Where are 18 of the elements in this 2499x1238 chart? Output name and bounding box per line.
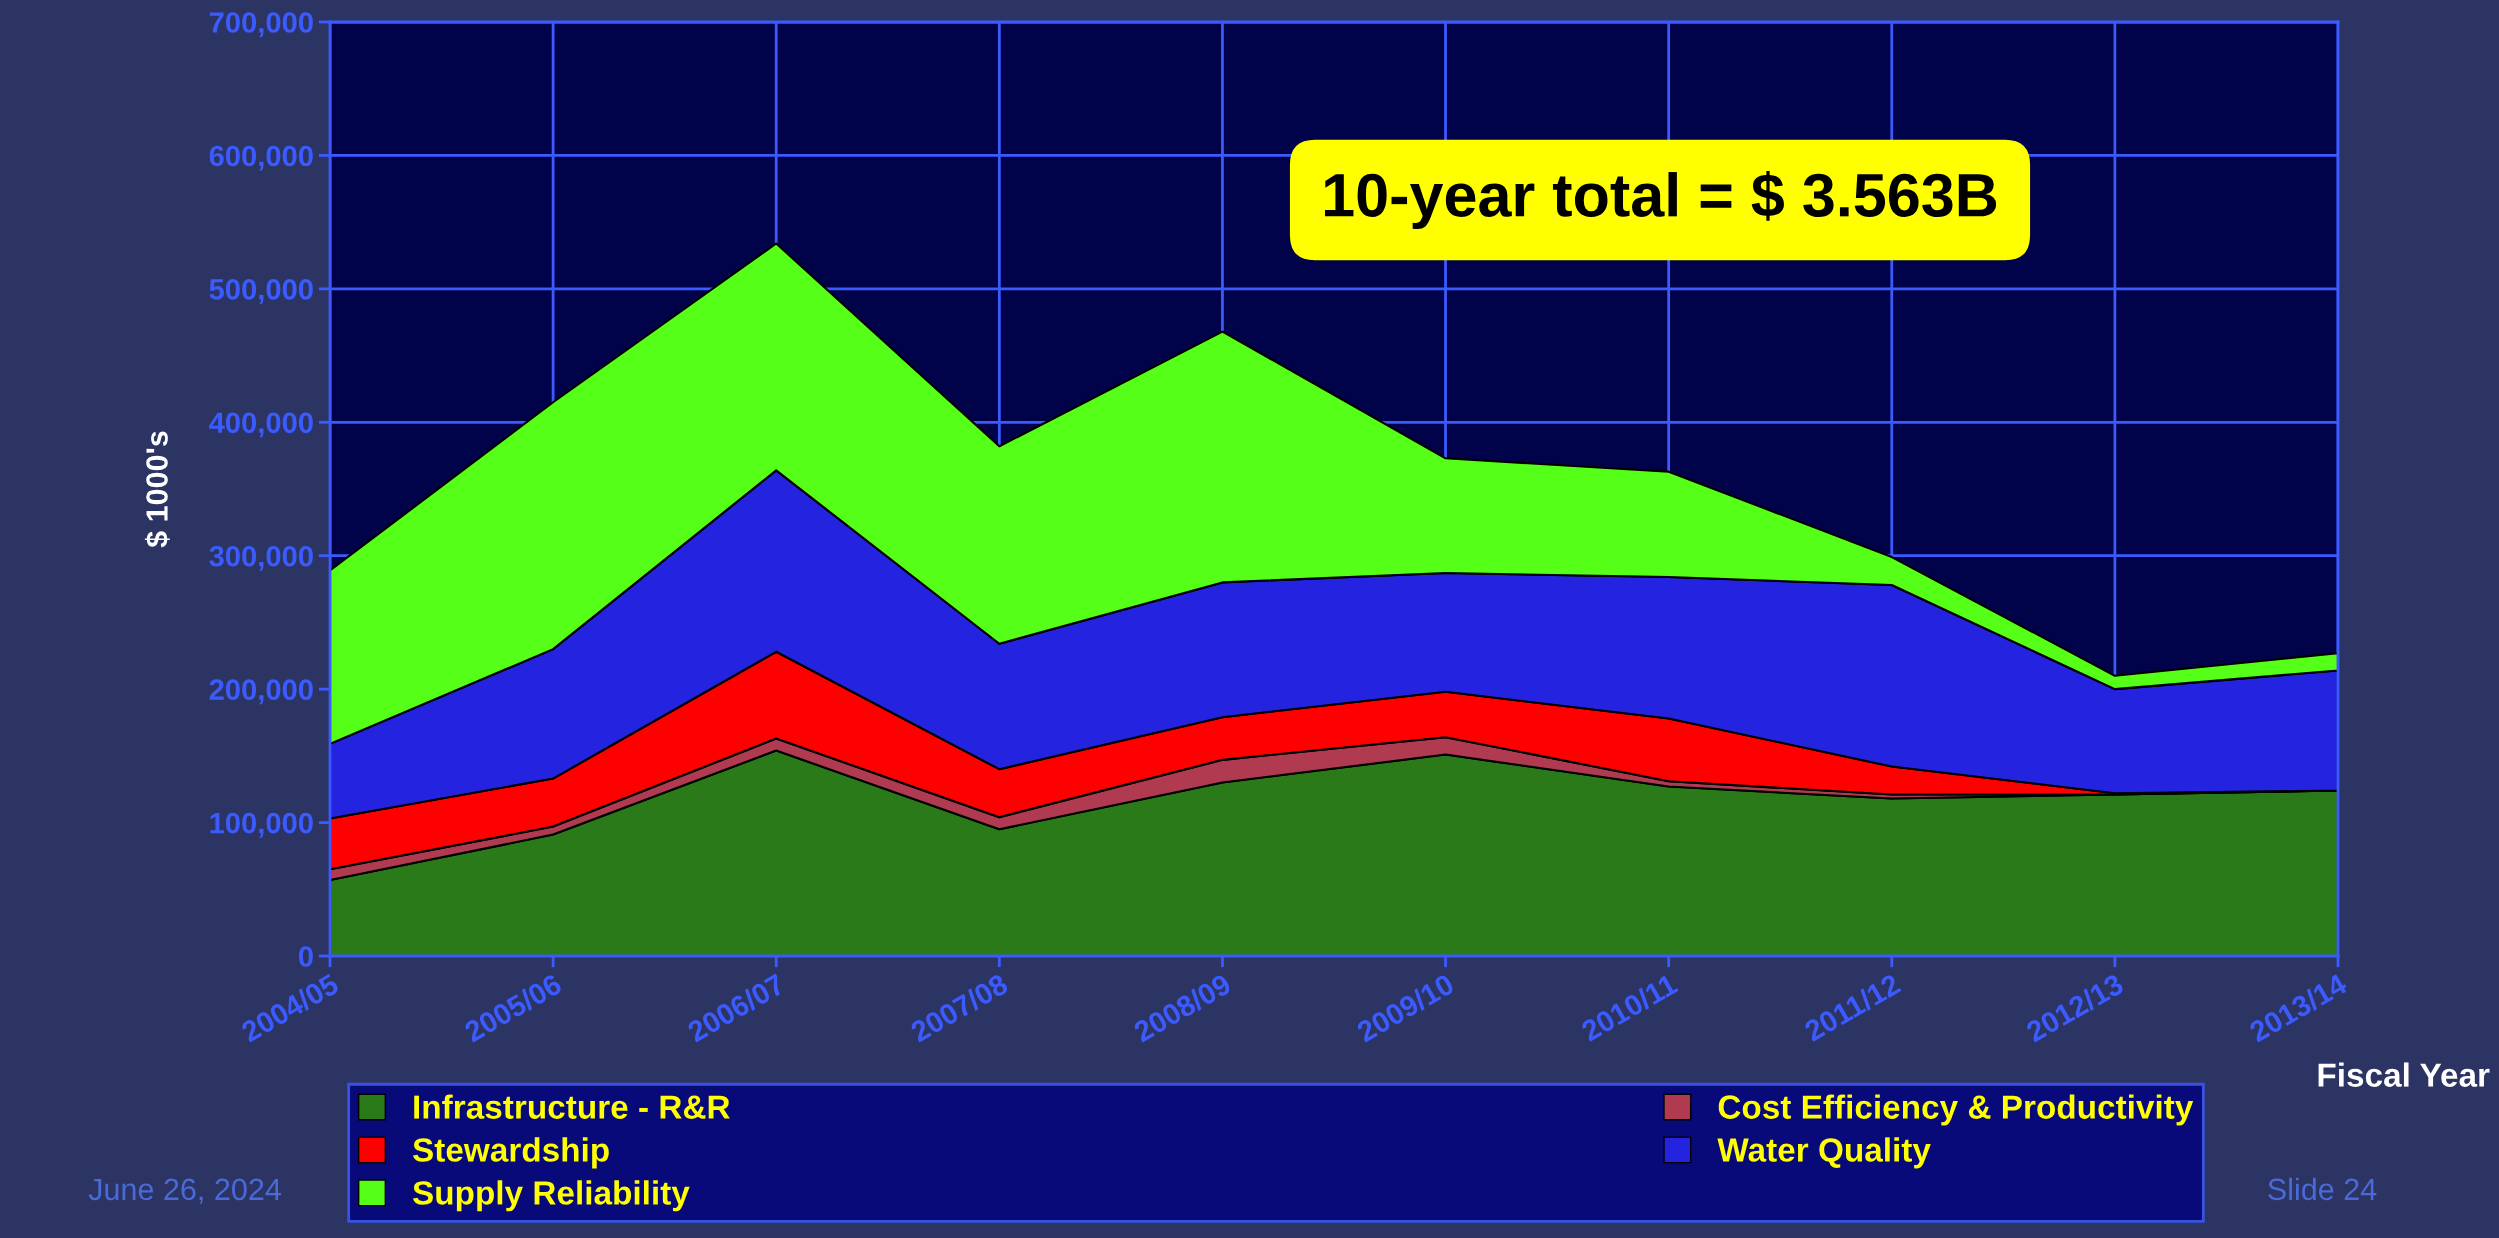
legend-label: Stewardship	[412, 1137, 609, 1169]
text: Slide 24	[2268, 1177, 2377, 1201]
legend-label: Supply Reliability	[412, 1180, 690, 1212]
y-axis-title: $ 1000's	[144, 431, 170, 548]
legend-label: Infrastructure - R&R	[414, 1094, 730, 1119]
x-axis-title: Fiscal Year	[2318, 1062, 2490, 1087]
legend-label: Water Quality	[1717, 1137, 1931, 1169]
y-tick-label: 500,000	[209, 279, 313, 304]
y-tick-label: 200,000	[209, 679, 313, 705]
y-tick-label: 0	[298, 946, 313, 967]
y-tick-label: 300,000	[209, 545, 313, 571]
y-tick-label: 700,000	[209, 12, 313, 38]
legend-label: Cost Efficiency & Productivity	[1718, 1094, 2194, 1126]
y-tick-label: 600,000	[209, 145, 313, 171]
text: June 26, 2024	[88, 1178, 281, 1204]
annotation: 10-year total = $ 3.563B	[1325, 170, 1997, 230]
y-tick-label: 400,000	[209, 412, 313, 438]
y-tick-label: 100,000	[210, 812, 313, 838]
